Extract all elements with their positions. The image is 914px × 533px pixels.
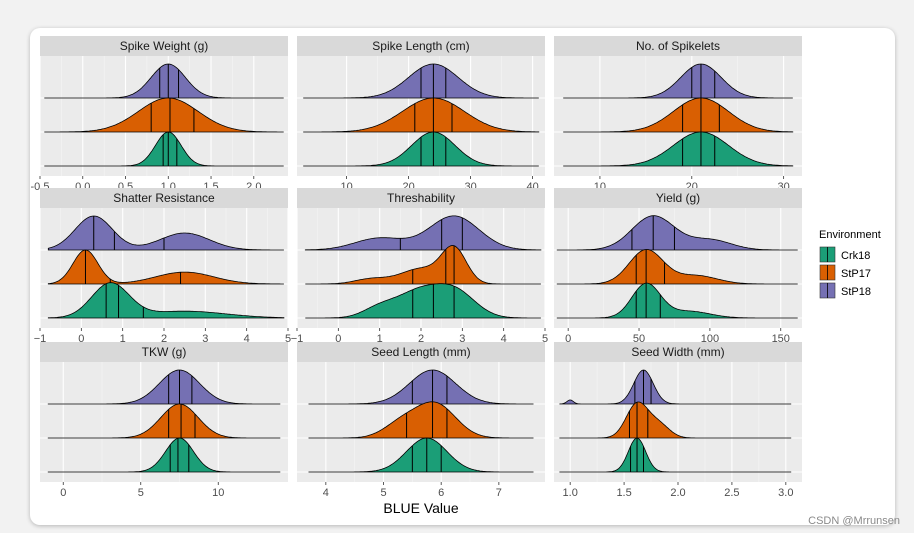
strip-title: TKW (g) [142, 345, 187, 359]
legend-label-StP18: StP18 [841, 286, 871, 298]
strip-bg [40, 342, 288, 362]
x-tick-label: 3 [202, 333, 208, 345]
ridge-StP18 [556, 215, 798, 251]
x-tick-label: 10 [212, 487, 224, 499]
x-tick-label: 3.0 [778, 487, 793, 499]
strip-title: Seed Length (mm) [371, 345, 470, 359]
strip-bg [554, 342, 802, 362]
ridgeline-chart: Spike Weight (g)-0.5 0.0 0.5 1.0 1.5 2.0Spike… [31, 36, 881, 516]
ridge-Crk18 [563, 131, 794, 167]
ridge-StP18 [44, 63, 284, 99]
strip-bg [554, 188, 802, 208]
strip-title: Shatter Resistance [113, 191, 215, 205]
x-tick-label: 0 [78, 333, 84, 345]
ridge-Crk18 [47, 437, 281, 473]
ridge-Crk18 [44, 131, 284, 167]
ridge-StP18 [304, 215, 542, 251]
ridge-StP18 [47, 369, 281, 405]
x-tick-label: 1 [377, 333, 383, 345]
x-tick-label: 4 [323, 487, 329, 499]
ridge-Crk18 [559, 437, 792, 473]
x-tick-label: 1.5 [616, 487, 631, 499]
ridge-StP17 [47, 403, 281, 439]
ridge-StP17 [305, 245, 541, 285]
ridge-StP17 [308, 401, 534, 439]
legend-title: Environment [819, 229, 881, 241]
panel-4: Threshability−1 0 1 2 3 4 5 [291, 188, 548, 345]
x-tick-label: 5 [380, 487, 386, 499]
x-tick-label: 2 [418, 333, 424, 345]
ridge-Crk18 [308, 437, 534, 473]
x-tick-label: 2 [161, 333, 167, 345]
x-tick-label: 4 [501, 333, 507, 345]
strip-bg [40, 188, 288, 208]
ridge-Crk18 [556, 282, 798, 319]
x-axis-title: BLUE Value [383, 500, 458, 516]
x-tick-label: 5 [138, 487, 144, 499]
strip-bg [297, 342, 545, 362]
x-tick-label: 1.0 [563, 487, 578, 499]
watermark: CSDN @Mrrunsen [808, 515, 900, 527]
x-tick-label: 2.0 [670, 487, 685, 499]
strip-title: Threshability [387, 191, 455, 205]
ridge-StP18 [47, 215, 284, 251]
legend: Environment Crk18 StP17 StP18 [819, 229, 881, 299]
panel-5: Yield (g)0 50 100 150 [554, 188, 802, 345]
x-tick-label: 5 [542, 333, 548, 345]
ridge-StP17 [556, 248, 798, 285]
x-tick-label: 0 [335, 333, 341, 345]
panel-8: Seed Width (mm) 1.0 1.5 2.0 2.5 3.0 [554, 342, 802, 499]
strip-bg [297, 36, 545, 56]
strip-title: No. of Spikelets [636, 39, 720, 53]
x-tick-label: 5 [285, 333, 291, 345]
plot-bg [554, 208, 802, 328]
strip-bg [40, 36, 288, 56]
ridge-Crk18 [47, 282, 285, 319]
ridge-StP18 [559, 369, 792, 405]
panel-3: Shatter Resistance−1 0 1 2 3 4 5 [34, 188, 291, 345]
strip-title: Yield (g) [656, 191, 700, 205]
ridge-Crk18 [305, 283, 541, 319]
x-tick-label: 2.5 [724, 487, 739, 499]
x-tick-label: 7 [496, 487, 502, 499]
x-tick-label: 4 [244, 333, 250, 345]
ridge-StP17 [563, 97, 794, 133]
x-tick-label: 0 [60, 487, 66, 499]
ridge-StP17 [559, 401, 792, 439]
ridge-StP17 [44, 97, 284, 133]
x-tick-label: 1 [120, 333, 126, 345]
ridge-StP18 [563, 63, 793, 99]
panel-7: Seed Length (mm) 4 5 6 7 [297, 342, 545, 499]
strip-bg [297, 188, 545, 208]
panel-6: TKW (g) 0 5 10 [40, 342, 288, 499]
legend-label-Crk18: Crk18 [841, 250, 870, 262]
figure-card: Spike Weight (g) -0.5 0.0 0.5 1.0 1.5 2.0 Spike… [30, 28, 895, 525]
x-tick-label: 0 [565, 333, 571, 345]
ridge-StP17 [47, 249, 284, 285]
panel-1: Spike Length (cm)10 20 30 40 [297, 36, 545, 193]
ridge-StP18 [308, 369, 534, 405]
strip-title: Seed Width (mm) [631, 345, 724, 359]
x-tick-label: 6 [438, 487, 444, 499]
strip-title: Spike Length (cm) [372, 39, 469, 53]
legend-label-StP17: StP17 [841, 268, 871, 280]
strip-bg [554, 36, 802, 56]
x-tick-label: 3 [459, 333, 465, 345]
ridge-StP17 [303, 97, 540, 133]
strip-title: Spike Weight (g) [120, 39, 208, 53]
panel-0: Spike Weight (g)-0.5 0.0 0.5 1.0 1.5 2.0 [31, 36, 288, 193]
